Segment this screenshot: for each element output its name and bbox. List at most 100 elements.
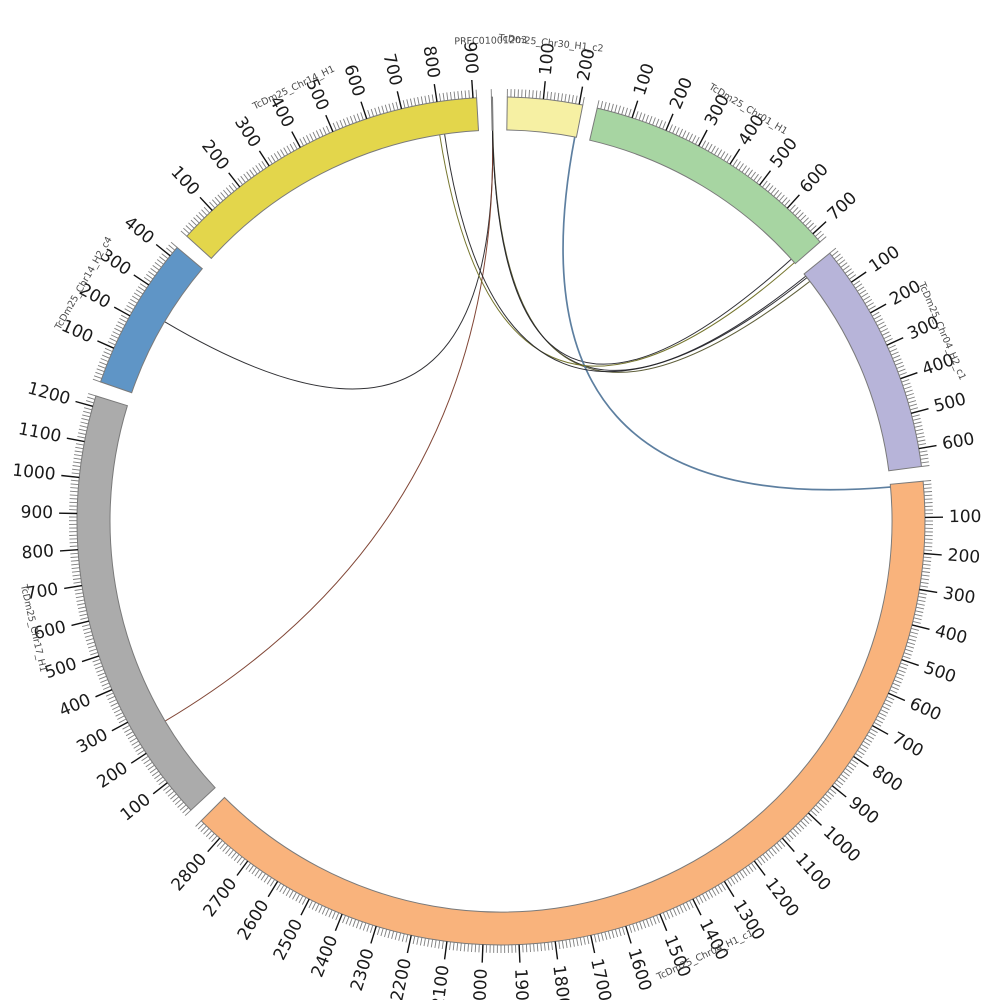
tick-label: 900 xyxy=(459,41,481,75)
minor-tick xyxy=(282,886,288,895)
minor-tick xyxy=(75,443,84,446)
minor-tick xyxy=(923,483,932,486)
minor-tick xyxy=(149,767,157,774)
minor-tick xyxy=(124,728,132,733)
minor-tick xyxy=(864,299,873,304)
minor-tick xyxy=(438,940,441,949)
minor-tick xyxy=(672,908,677,916)
minor-tick xyxy=(74,454,83,457)
minor-tick xyxy=(750,171,756,179)
minor-tick xyxy=(840,773,848,780)
major-tick xyxy=(360,101,368,120)
minor-tick xyxy=(921,465,930,467)
minor-tick xyxy=(912,417,921,421)
minor-tick xyxy=(475,89,478,98)
minor-tick xyxy=(820,799,827,806)
minor-tick xyxy=(93,375,102,379)
minor-tick xyxy=(203,206,210,214)
minor-tick xyxy=(101,354,110,359)
minor-tick xyxy=(346,117,351,126)
minor-tick xyxy=(71,472,80,475)
minor-tick xyxy=(866,302,874,307)
minor-tick xyxy=(83,410,92,414)
minor-tick xyxy=(871,311,880,317)
minor-tick xyxy=(787,832,794,840)
minor-tick xyxy=(711,145,716,154)
minor-tick xyxy=(381,105,385,114)
minor-tick xyxy=(632,923,636,932)
minor-tick xyxy=(325,125,331,134)
minor-tick xyxy=(768,849,774,857)
minor-tick xyxy=(101,682,110,687)
tick-label: 2700 xyxy=(200,874,242,921)
minor-tick xyxy=(463,943,466,952)
minor-tick xyxy=(836,256,844,263)
minor-tick xyxy=(870,728,878,734)
minor-tick xyxy=(279,884,285,893)
minor-tick xyxy=(747,169,753,177)
minor-tick xyxy=(69,494,78,496)
minor-tick xyxy=(704,142,710,150)
minor-tick xyxy=(74,450,83,453)
major-tick xyxy=(133,274,150,286)
minor-tick xyxy=(170,241,178,248)
tick-label: 100 xyxy=(949,507,982,527)
minor-tick xyxy=(658,120,663,128)
major-tick xyxy=(291,131,301,148)
minor-tick xyxy=(292,141,298,150)
minor-tick xyxy=(70,556,79,558)
minor-tick xyxy=(180,230,188,237)
minor-tick xyxy=(919,585,928,588)
bands-layer xyxy=(76,96,926,946)
minor-tick xyxy=(261,161,267,169)
minor-tick xyxy=(434,939,437,948)
minor-tick xyxy=(107,695,116,701)
tick-label: 400 xyxy=(120,213,158,249)
minor-tick xyxy=(909,634,918,638)
tick-label: 800 xyxy=(868,762,906,797)
minor-tick xyxy=(219,842,226,850)
minor-tick xyxy=(880,328,889,333)
minor-tick xyxy=(345,916,350,925)
major-tick xyxy=(258,150,270,167)
minor-tick xyxy=(888,344,896,349)
minor-tick xyxy=(125,731,134,737)
minor-tick xyxy=(283,147,289,155)
minor-tick xyxy=(583,936,586,945)
minor-tick xyxy=(295,893,300,902)
minor-tick xyxy=(868,305,876,311)
major-tick xyxy=(370,925,377,944)
minor-tick xyxy=(838,259,846,265)
minor-tick xyxy=(817,233,824,240)
major-tick xyxy=(81,655,100,663)
minor-tick xyxy=(114,327,122,333)
minor-tick xyxy=(652,117,656,126)
minor-tick xyxy=(380,928,384,937)
major-tick xyxy=(911,624,930,630)
minor-tick xyxy=(784,199,791,207)
minor-tick xyxy=(360,112,364,121)
major-tick xyxy=(729,148,741,165)
minor-tick xyxy=(628,108,632,117)
minor-tick xyxy=(855,753,863,759)
minor-tick xyxy=(449,91,452,100)
minor-tick xyxy=(915,610,924,613)
major-tick xyxy=(901,658,919,667)
minor-tick xyxy=(359,921,363,930)
minor-tick xyxy=(903,386,912,390)
minor-tick xyxy=(885,338,893,343)
link-chord xyxy=(492,130,807,371)
major-tick xyxy=(554,941,559,960)
minor-tick xyxy=(883,334,892,340)
minor-tick xyxy=(159,256,166,262)
minor-tick xyxy=(77,602,86,606)
minor-tick xyxy=(802,217,809,224)
minor-tick xyxy=(115,324,124,330)
major-tick xyxy=(665,113,674,131)
minor-tick xyxy=(902,655,911,660)
minor-tick xyxy=(528,89,530,98)
minor-tick xyxy=(778,194,785,202)
major-tick xyxy=(236,860,249,876)
minor-tick xyxy=(158,779,166,786)
